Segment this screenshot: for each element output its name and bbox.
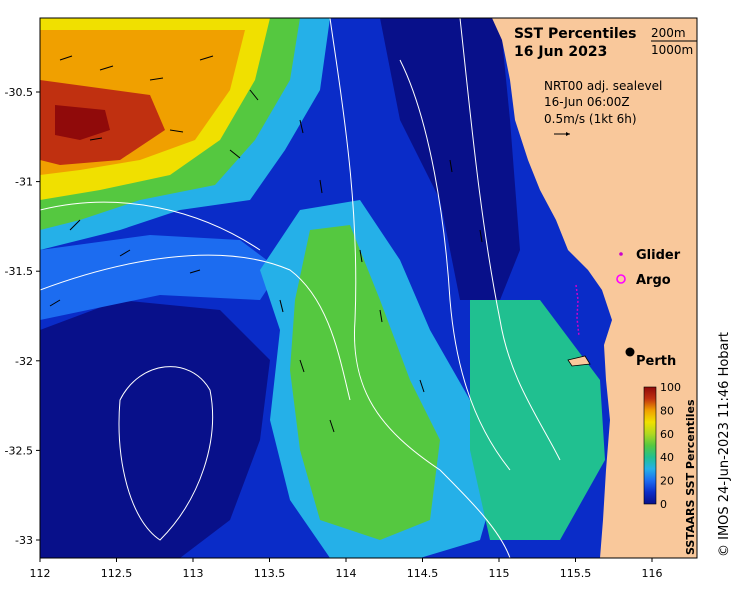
arrow-head-icon — [566, 132, 570, 136]
colorbar-ticks: 0 20 40 60 80 100 — [660, 381, 681, 511]
sst-band-blue — [40, 235, 280, 320]
legend-argo: Argo — [636, 273, 671, 288]
x-tick-label: 112 — [30, 567, 51, 580]
y-tick-label: -31 — [15, 176, 33, 189]
x-tick-label: 116 — [642, 567, 663, 580]
plot-frame — [39, 17, 698, 559]
colorbar-tick-label: 20 — [660, 475, 674, 488]
y-tick-label: -30.5 — [5, 86, 33, 99]
colorbar-tick-label: 0 — [660, 498, 667, 511]
sst-band-darkred — [55, 105, 110, 140]
legend-glider: Glider — [636, 248, 681, 263]
colorbar-title: SSTAARS SST Percentiles — [684, 399, 697, 555]
contour-legend-200m: 200m — [651, 26, 686, 40]
map-title-line1: SST Percentiles — [514, 26, 637, 42]
city-marker-icon — [625, 347, 635, 357]
contour-legend-1000m: 1000m — [651, 43, 693, 57]
x-tick-label: 114.5 — [407, 567, 439, 580]
x-tick-label: 113.5 — [254, 567, 286, 580]
y-tick-label: -31.5 — [5, 265, 33, 278]
city-label-perth: Perth — [636, 354, 676, 369]
x-tick-label: 113 — [183, 567, 204, 580]
colorbar — [643, 386, 657, 505]
current-time: 16-Jun 06:00Z — [544, 95, 630, 109]
y-tick-label: -32 — [15, 355, 33, 368]
colorbar-tick-label: 60 — [660, 428, 674, 441]
island-rottnest — [567, 355, 591, 367]
colorbar-tick-label: 80 — [660, 404, 674, 417]
map-title-line2: 16 Jun 2023 — [514, 44, 607, 60]
glider-marker-icon — [619, 252, 623, 256]
colorbar-tick-label: 100 — [660, 381, 681, 394]
argo-marker-icon — [616, 274, 626, 284]
x-axis: 112 112.5 113 113.5 114 114.5 115 115.5 116 — [30, 558, 663, 580]
bathymetry-contours — [40, 18, 561, 558]
x-tick-label: 115.5 — [560, 567, 592, 580]
vector-scale-label: 0.5m/s (1kt 6h) — [544, 112, 637, 126]
current-vectors — [49, 55, 483, 433]
current-source: NRT00 adj. sealevel — [544, 79, 662, 93]
y-axis: -30.5 -31 -31.5 -32 -32.5 -33 — [5, 86, 40, 547]
colorbar-tick-label: 40 — [660, 451, 674, 464]
y-tick-label: -32.5 — [5, 444, 33, 457]
x-tick-label: 115 — [489, 567, 510, 580]
sst-band-navy — [40, 300, 270, 558]
glider-track — [575, 284, 580, 337]
y-tick-label: -33 — [15, 534, 33, 547]
sst-band-green-central — [290, 225, 440, 540]
credit-text: © IMOS 24-Jun-2023 11:46 Hobart — [717, 332, 732, 557]
x-tick-label: 112.5 — [101, 567, 133, 580]
x-tick-label: 114 — [336, 567, 357, 580]
